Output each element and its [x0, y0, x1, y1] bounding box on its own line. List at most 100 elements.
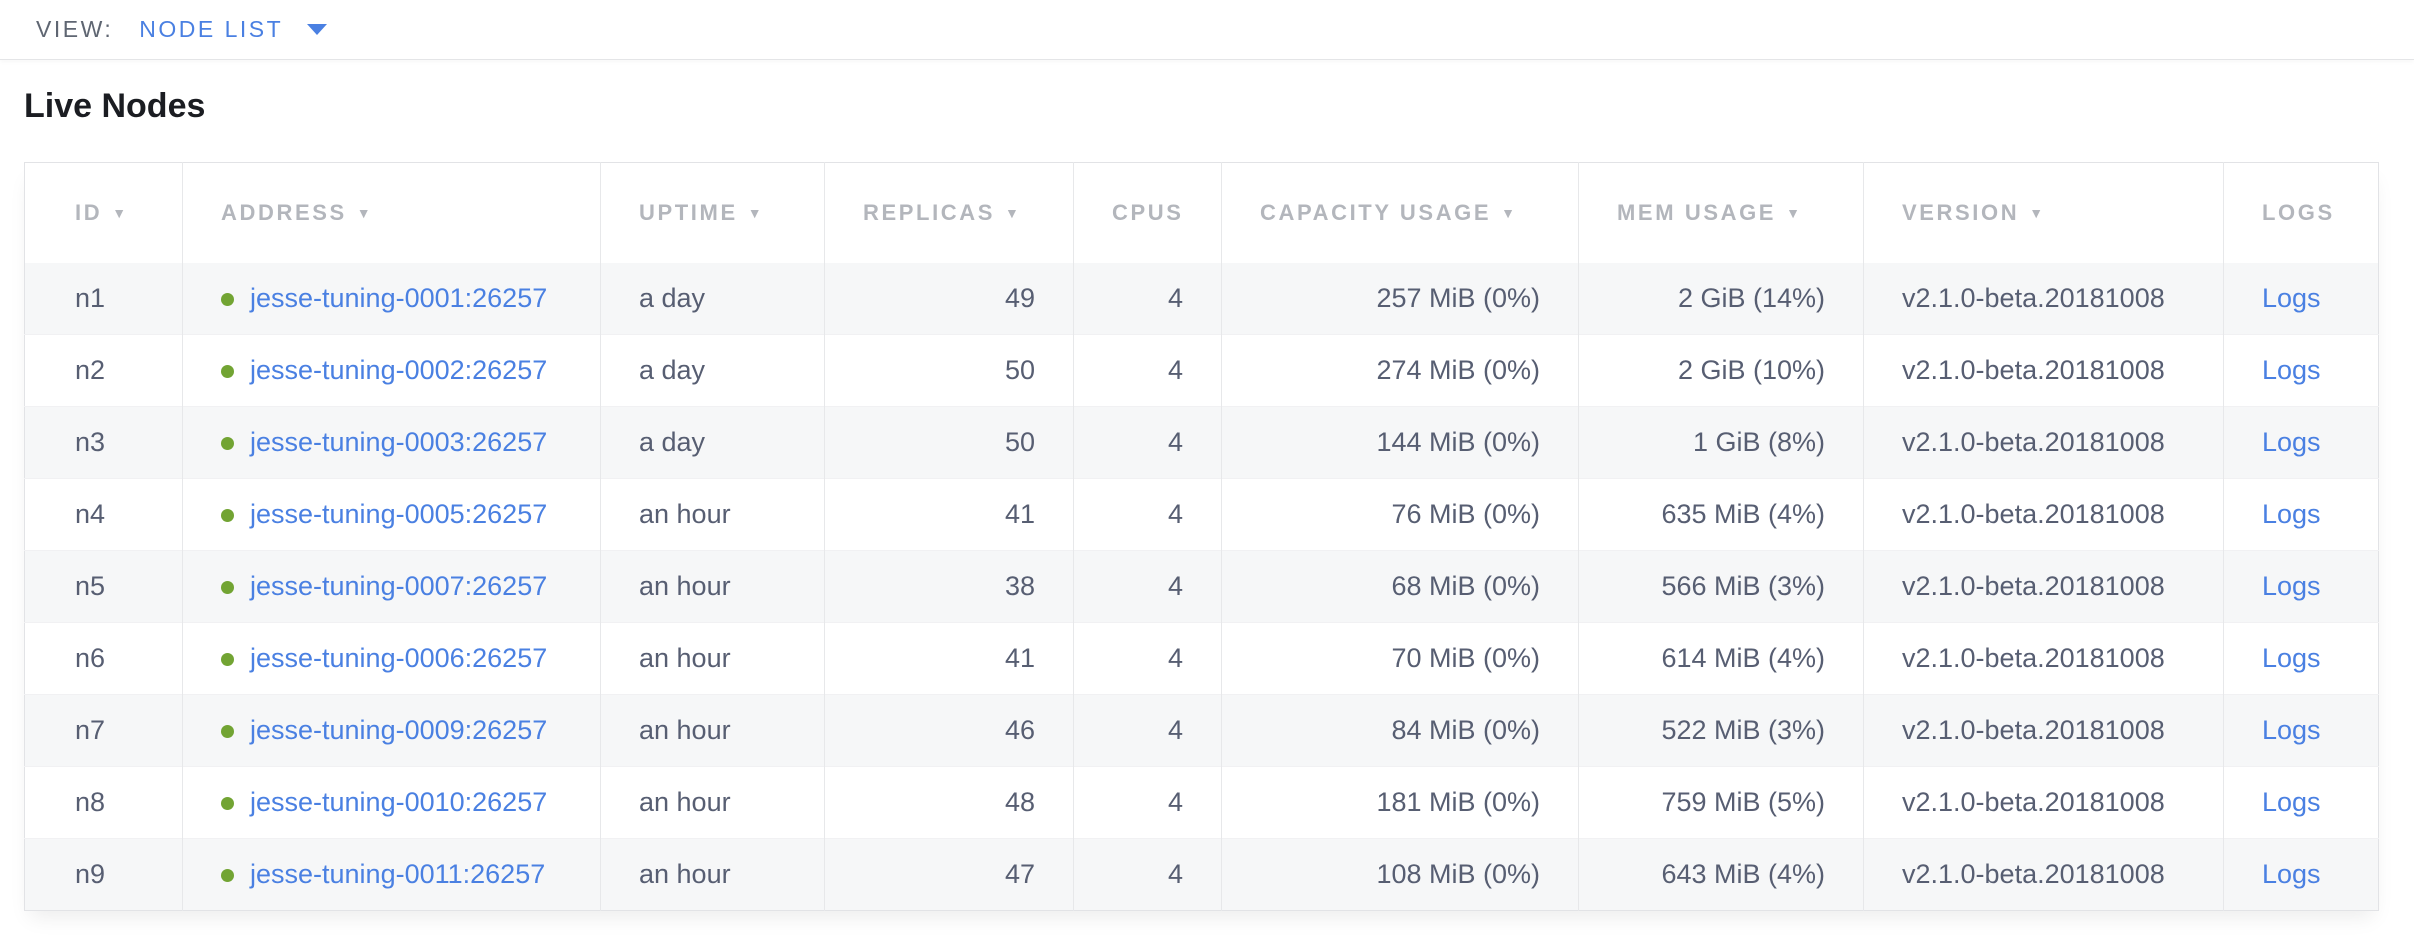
- dropdown-caret-icon: [307, 24, 328, 35]
- column-header-mem-usage[interactable]: MEM USAGE ▼: [1578, 162, 1864, 263]
- node-row: n6 jesse-tuning-0006:26257 an hour 41 4 …: [24, 622, 2379, 695]
- node-address-cell: jesse-tuning-0001:26257: [182, 262, 601, 335]
- node-cpus-cell: 4: [1073, 262, 1222, 335]
- node-logs-cell: Logs: [2223, 550, 2379, 623]
- view-label: VIEW:: [36, 16, 114, 42]
- node-version-cell: v2.1.0-beta.20181008: [1863, 550, 2224, 623]
- node-address-link[interactable]: jesse-tuning-0007:26257: [250, 571, 548, 601]
- column-header-capacity-usage[interactable]: CAPACITY USAGE ▼: [1221, 162, 1579, 263]
- node-address-link[interactable]: jesse-tuning-0002:26257: [250, 355, 548, 385]
- sort-caret-icon: ▼: [1501, 204, 1518, 221]
- node-address-link[interactable]: jesse-tuning-0009:26257: [250, 715, 548, 745]
- node-id-cell: n1: [24, 262, 183, 335]
- logs-link[interactable]: Logs: [2262, 715, 2321, 745]
- table-header-row: ID ▼ ADDRESS ▼ UPTIME ▼ REPLICAS ▼ CPUS CAPA…: [24, 162, 2379, 263]
- view-dropdown[interactable]: NODE LIST: [139, 16, 328, 43]
- node-address-link[interactable]: jesse-tuning-0005:26257: [250, 499, 548, 529]
- node-address-link[interactable]: jesse-tuning-0001:26257: [250, 282, 548, 313]
- node-cpus-cell: 4: [1073, 694, 1222, 767]
- column-header-version[interactable]: VERSION ▼: [1863, 162, 2224, 263]
- node-logs-cell: Logs: [2223, 406, 2379, 479]
- logs-link[interactable]: Logs: [2262, 787, 2321, 817]
- node-version-cell: v2.1.0-beta.20181008: [1863, 766, 2224, 839]
- node-address-cell: jesse-tuning-0002:26257: [182, 334, 601, 407]
- node-id-cell: n8: [75, 787, 106, 817]
- node-mem-usage-cell: 614 MiB (4%): [1578, 622, 1864, 695]
- column-header-uptime[interactable]: UPTIME ▼: [600, 162, 825, 263]
- node-live-status-icon: [221, 365, 234, 378]
- node-replicas-cell: 48: [824, 766, 1074, 839]
- node-uptime-cell: a day: [600, 334, 825, 407]
- node-version-cell: v2.1.0-beta.20181008: [1863, 478, 2224, 551]
- column-header-address[interactable]: ADDRESS ▼: [182, 162, 601, 263]
- node-address-link[interactable]: jesse-tuning-0006:26257: [250, 643, 548, 673]
- node-mem-usage-cell: 635 MiB (4%): [1578, 478, 1864, 551]
- node-id-cell: n4: [75, 499, 106, 529]
- node-replicas-cell: 47: [824, 838, 1074, 911]
- logs-link[interactable]: Logs: [2262, 427, 2321, 457]
- node-row: n3 jesse-tuning-0003:26257 a day 50 4 14…: [24, 406, 2379, 479]
- node-version-cell: v2.1.0-beta.20181008: [1863, 262, 2224, 335]
- node-logs-cell: Logs: [2223, 766, 2379, 839]
- node-row: n1 jesse-tuning-0001:26257 a day 49 4 25…: [24, 262, 2379, 335]
- sort-caret-icon: ▼: [356, 204, 374, 221]
- node-logs-cell: Logs: [2223, 262, 2379, 335]
- logs-link[interactable]: Logs: [2262, 355, 2321, 385]
- node-capacity-usage-cell: 144 MiB (0%): [1221, 406, 1579, 479]
- logs-link[interactable]: Logs: [2262, 859, 2321, 889]
- node-address-link[interactable]: jesse-tuning-0011:26257: [250, 859, 546, 889]
- page-title: Live Nodes: [24, 87, 206, 125]
- node-capacity-usage-cell: 274 MiB (0%): [1221, 334, 1579, 407]
- node-version-cell: v2.1.0-beta.20181008: [1863, 406, 2224, 479]
- node-id-cell: n5: [24, 550, 183, 623]
- node-uptime-cell: an hour: [600, 694, 825, 767]
- logs-link[interactable]: Logs: [2262, 499, 2321, 529]
- node-row: n2 jesse-tuning-0002:26257 a day 50 4 27…: [24, 334, 2379, 407]
- node-live-status-icon: [221, 509, 234, 522]
- sort-caret-icon: ▼: [1005, 204, 1022, 221]
- node-version-cell: v2.1.0-beta.20181008: [1863, 694, 2224, 767]
- node-live-status-icon: [221, 292, 234, 306]
- node-address-link[interactable]: jesse-tuning-0010:26257: [250, 787, 548, 817]
- logs-link[interactable]: Logs: [2262, 282, 2321, 313]
- node-capacity-usage-cell: 257 MiB (0%): [1221, 262, 1579, 335]
- node-replicas-cell: 46: [824, 694, 1074, 767]
- node-address-cell: jesse-tuning-0003:26257: [182, 406, 601, 479]
- node-logs-cell: Logs: [2223, 334, 2379, 407]
- node-logs-cell: Logs: [2223, 478, 2379, 551]
- node-uptime-cell: an hour: [600, 766, 825, 839]
- logs-link[interactable]: Logs: [2262, 643, 2321, 673]
- node-uptime-cell: an hour: [600, 838, 825, 911]
- node-version-cell: v2.1.0-beta.20181008: [1863, 334, 2224, 407]
- node-id-cell: n3: [24, 406, 183, 479]
- main-content: Live Nodes ID ▼ ADDRESS ▼ UPTIME ▼ REPLICAS…: [0, 60, 2414, 911]
- column-header-id[interactable]: ID ▼: [24, 162, 183, 263]
- node-uptime-cell: an hour: [600, 478, 825, 551]
- sort-caret-icon: ▼: [1786, 204, 1803, 221]
- node-logs-cell: Logs: [2223, 622, 2379, 695]
- node-mem-usage-cell: 2 GiB (14%): [1578, 262, 1864, 335]
- node-version-cell: v2.1.0-beta.20181008: [1863, 838, 2224, 911]
- column-header-replicas[interactable]: REPLICAS ▼: [824, 162, 1074, 263]
- node-address-cell: jesse-tuning-0011:26257: [182, 838, 601, 911]
- node-cpus-cell: 4: [1073, 766, 1222, 839]
- node-id-cell: n7: [24, 694, 183, 767]
- node-id-cell: n6: [75, 643, 106, 673]
- node-row: n5 jesse-tuning-0007:26257 an hour 38 4 …: [24, 550, 2379, 623]
- node-mem-usage-cell: 1 GiB (8%): [1578, 406, 1864, 479]
- view-dropdown-value: NODE LIST: [139, 16, 284, 42]
- node-cpus-cell: 4: [1073, 478, 1222, 551]
- node-live-status-icon: [221, 653, 234, 666]
- node-logs-cell: Logs: [2223, 694, 2379, 767]
- node-live-status-icon: [221, 581, 234, 594]
- node-id-cell: n2: [75, 355, 106, 385]
- node-mem-usage-cell: 643 MiB (4%): [1578, 838, 1864, 911]
- node-cpus-cell: 4: [1073, 838, 1222, 911]
- logs-link[interactable]: Logs: [2262, 571, 2321, 601]
- node-row: n4 jesse-tuning-0005:26257 an hour 41 4 …: [24, 478, 2379, 551]
- node-logs-cell: Logs: [2223, 838, 2379, 911]
- node-live-status-icon: [221, 869, 234, 882]
- node-replicas-cell: 38: [824, 550, 1074, 623]
- node-address-cell: jesse-tuning-0006:26257: [182, 622, 601, 695]
- node-address-link[interactable]: jesse-tuning-0003:26257: [250, 427, 548, 457]
